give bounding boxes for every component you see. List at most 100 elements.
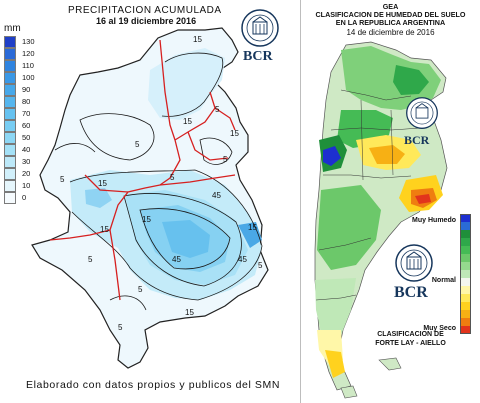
legend-swatch xyxy=(460,270,471,278)
colorbar-swatch xyxy=(4,72,16,84)
contour-label: 15 xyxy=(100,225,109,234)
bcr-logo-text: BCR xyxy=(394,284,428,301)
legend-label: Muy Humedo xyxy=(412,217,456,224)
soil-central-green xyxy=(317,185,381,270)
rain-spot-west xyxy=(85,188,112,208)
classification-line: CLASIFICACION DE xyxy=(377,331,444,338)
contour-label: 5 xyxy=(258,261,263,270)
colorbar-swatch xyxy=(4,132,16,144)
rain-area-north xyxy=(148,48,225,120)
soil-title-line: GEA xyxy=(382,2,399,11)
legend-swatch xyxy=(460,254,471,262)
colorbar-swatch xyxy=(4,168,16,180)
contour-label: 15 xyxy=(183,117,192,126)
colorbar-label: 110 xyxy=(22,61,34,70)
classification-line: FORTE LAY - AIELLO xyxy=(375,340,446,347)
soil-title-line: CLASIFICACION DE HUMEDAD DEL SUELO xyxy=(315,10,466,19)
colorbar-swatch xyxy=(4,60,16,72)
contour-label: 45 xyxy=(172,255,181,264)
colorbar-label: 120 xyxy=(22,49,35,58)
colorbar-label: 80 xyxy=(22,97,31,106)
soil-moisture-map-panel: GEA CLASIFICACION DE HUMEDAD DEL SUELO E… xyxy=(301,0,480,403)
contour-label: 5 xyxy=(215,105,220,114)
contour-label: 5 xyxy=(118,323,123,332)
contour-label: 5 xyxy=(60,175,65,184)
soil-very-humid xyxy=(323,146,341,166)
colorbar-label: 20 xyxy=(22,169,31,178)
islands xyxy=(378,357,402,371)
colorbar-label: 0 xyxy=(22,193,27,202)
contour-label: 5 xyxy=(88,255,93,264)
soil-dryer-zone xyxy=(369,145,405,164)
colorbar-swatch xyxy=(4,84,16,96)
map-title: PRECIPITACION ACUMULADA xyxy=(68,5,222,16)
contour-label: 15 xyxy=(185,308,194,317)
bcr-seal-icon xyxy=(395,244,433,282)
contour-label: 5 xyxy=(223,155,228,164)
soil-title-line: EN LA REPUBLICA ARGENTINA xyxy=(335,18,446,27)
colorbar-swatch xyxy=(4,108,16,120)
legend-swatch xyxy=(460,278,471,286)
legend-swatch xyxy=(460,230,471,238)
contour-label: 15 xyxy=(98,179,107,188)
bcr-seal-icon xyxy=(406,97,438,129)
province-boundaries xyxy=(49,39,236,301)
colorbar-swatch xyxy=(4,120,16,132)
legend-swatch xyxy=(460,294,471,302)
province-lines xyxy=(315,89,422,301)
contour-label: 5 xyxy=(170,173,175,182)
colorbar-swatch xyxy=(4,144,16,156)
soil-south-orange xyxy=(325,350,345,378)
colorbar-swatch xyxy=(4,48,16,60)
legend-frame xyxy=(460,214,471,334)
colorbar-label: 60 xyxy=(22,121,31,130)
soil-date: 14 de diciembre de 2016 xyxy=(346,28,435,37)
bcr-logo-text: BCR xyxy=(404,133,430,147)
colorbar-unit: mm xyxy=(4,23,21,34)
colorbar-label: 90 xyxy=(22,85,31,94)
rain-area-60 xyxy=(162,220,210,258)
colorbar-label: 100 xyxy=(22,73,35,82)
colorbar-label: 40 xyxy=(22,145,31,154)
contour-label: 45 xyxy=(238,255,247,264)
bcr-seal-icon xyxy=(241,9,279,47)
precipitation-map: 15 15 15 5 5 15 5 5 15 45 45 45 15 5 5 5… xyxy=(31,27,269,369)
colorbar-label: 30 xyxy=(22,157,31,166)
legend-swatch xyxy=(460,286,471,294)
legend-swatch xyxy=(460,222,471,230)
legend-swatch xyxy=(460,262,471,270)
colorbar-label: 50 xyxy=(22,133,31,142)
colorbar-swatch xyxy=(4,96,16,108)
legend-swatch xyxy=(460,214,471,222)
colorbar-swatch xyxy=(4,180,16,192)
isolines xyxy=(54,52,263,311)
legend-swatch xyxy=(460,326,471,334)
legend-label: Normal xyxy=(431,277,456,284)
soil-north-dark xyxy=(393,65,429,95)
contour-label: 15 xyxy=(142,215,151,224)
colorbar-label: 10 xyxy=(22,181,31,190)
legend-swatch xyxy=(460,238,471,246)
precipitation-map-panel: PRECIPITACION ACUMULADA 16 al 19 diciemb… xyxy=(4,5,281,391)
legend-swatch xyxy=(460,302,471,310)
legend-label: Muy Seco xyxy=(423,325,456,332)
map-footer: Elaborado con datos propios y publicos d… xyxy=(26,379,281,391)
contour-label: 5 xyxy=(135,140,140,149)
contour-label: 15 xyxy=(248,223,257,232)
soil-south-light xyxy=(315,278,356,340)
soil-very-dry xyxy=(415,194,431,204)
contour-label: 15 xyxy=(230,129,239,138)
contour-label: 45 xyxy=(212,191,221,200)
colorbar-swatch xyxy=(4,156,16,168)
tierra-del-fuego xyxy=(340,385,358,399)
colorbar-label: 130 xyxy=(22,37,35,46)
colorbar-label: 70 xyxy=(22,109,31,118)
contour-label: 5 xyxy=(138,285,143,294)
map-subtitle: 16 al 19 diciembre 2016 xyxy=(96,16,197,26)
colorbar-swatch xyxy=(4,192,16,204)
legend-swatch xyxy=(460,318,471,326)
bcr-logo-text: BCR xyxy=(243,49,273,64)
legend-swatch xyxy=(460,246,471,254)
colorbar-swatch xyxy=(4,36,16,48)
contour-labels: 15 15 15 5 5 15 5 5 15 45 45 45 15 5 5 5… xyxy=(60,35,263,332)
